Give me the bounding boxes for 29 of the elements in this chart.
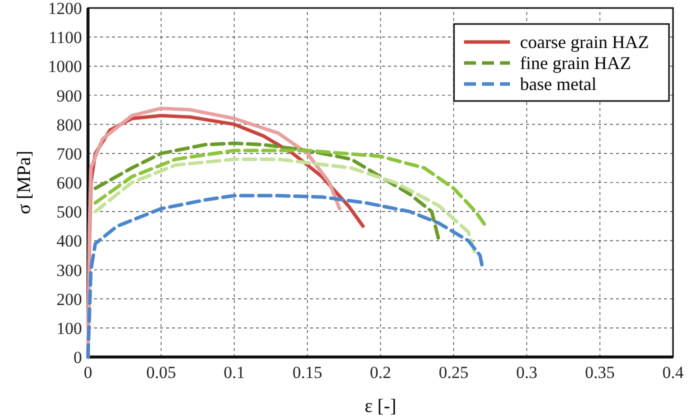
- x-tick-label: 0.2: [370, 363, 392, 382]
- line-series: [94, 148, 488, 228]
- x-axis-title: ε [-]: [364, 396, 396, 417]
- x-tick-label: 0.35: [585, 363, 615, 382]
- y-axis-title: σ [MPa]: [14, 150, 35, 214]
- y-tick-label: 600: [56, 174, 82, 192]
- legend-label: coarse grain HAZ: [520, 32, 649, 52]
- x-tick-label: 0.3: [516, 363, 538, 382]
- x-tick-label: 0.4: [662, 363, 684, 382]
- y-tick-label: 700: [56, 144, 82, 164]
- y-tick-label: 1100: [48, 28, 82, 48]
- y-tick-label: 1200: [48, 0, 82, 18]
- y-tick-label: 1000: [48, 57, 82, 76]
- x-tick-label: 0.25: [438, 363, 468, 382]
- x-tick-label: 0.15: [292, 363, 322, 382]
- x-tick-label: 0.05: [146, 363, 176, 382]
- legend-label: fine grain HAZ: [520, 53, 631, 73]
- y-tick-label: 100: [56, 318, 82, 338]
- y-tick-label: 800: [56, 115, 82, 134]
- legend-label: base metal: [520, 74, 596, 94]
- line-series: [86, 194, 485, 359]
- y-tick-label: 400: [56, 232, 82, 251]
- y-tick-label: 300: [56, 260, 82, 280]
- y-tick-label: 0: [74, 348, 82, 367]
- y-tick-label: 200: [56, 290, 82, 309]
- x-tick-label: 0.1: [224, 363, 245, 382]
- y-tick-label: 500: [56, 202, 82, 222]
- line-series: [94, 141, 441, 242]
- y-tick-label: 900: [56, 86, 82, 106]
